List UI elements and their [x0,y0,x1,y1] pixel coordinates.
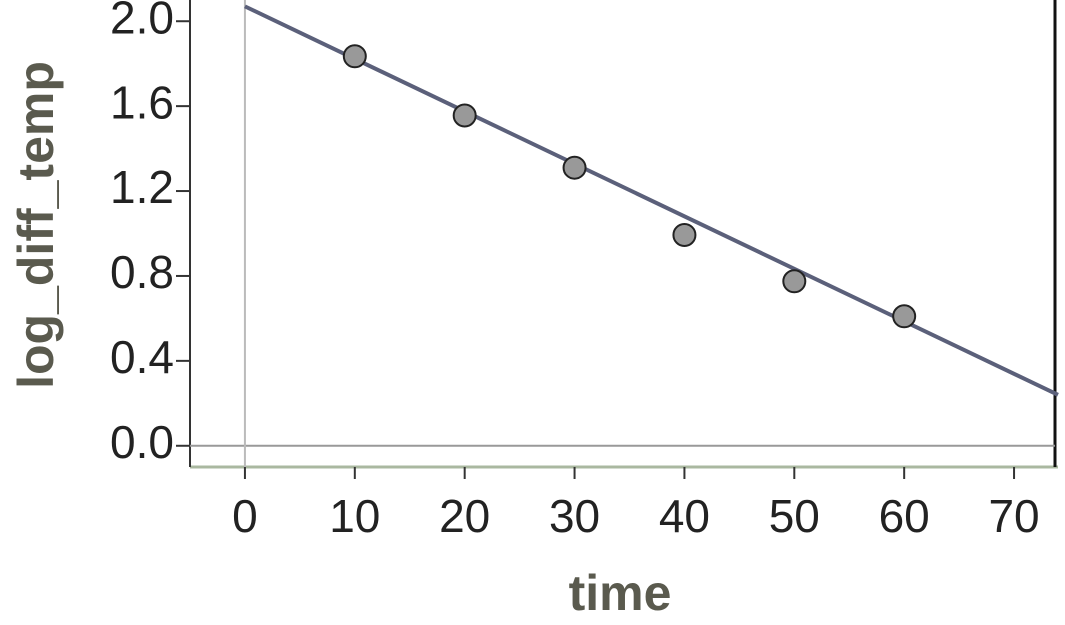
fit-line [244,4,1059,397]
data-point [562,155,587,180]
data-point [782,269,807,294]
y-tick-label: 2.0 [110,0,174,43]
x-tick-label: 40 [659,490,710,542]
x-tick-label: 30 [549,490,600,542]
y-tick-label: 1.2 [110,161,174,213]
x-tick-label: 10 [329,490,380,542]
data-point [892,304,917,329]
data-point [452,103,477,128]
y-tick-label: 1.6 [110,76,174,128]
x-tick-label: 0 [232,490,258,542]
x-axis-title: time [569,565,672,621]
y-axis-title: log_diff_temp [8,61,64,389]
y-tick-label: 0.8 [110,246,174,298]
x-tick-label: 20 [439,490,490,542]
data-point [342,44,367,69]
y-tick-label: 0.4 [110,331,174,383]
x-tick-label: 70 [988,490,1039,542]
x-tick-label: 50 [769,490,820,542]
y-tick-label: 0.0 [110,416,174,468]
x-tick-label: 60 [879,490,930,542]
data-point [672,222,697,247]
